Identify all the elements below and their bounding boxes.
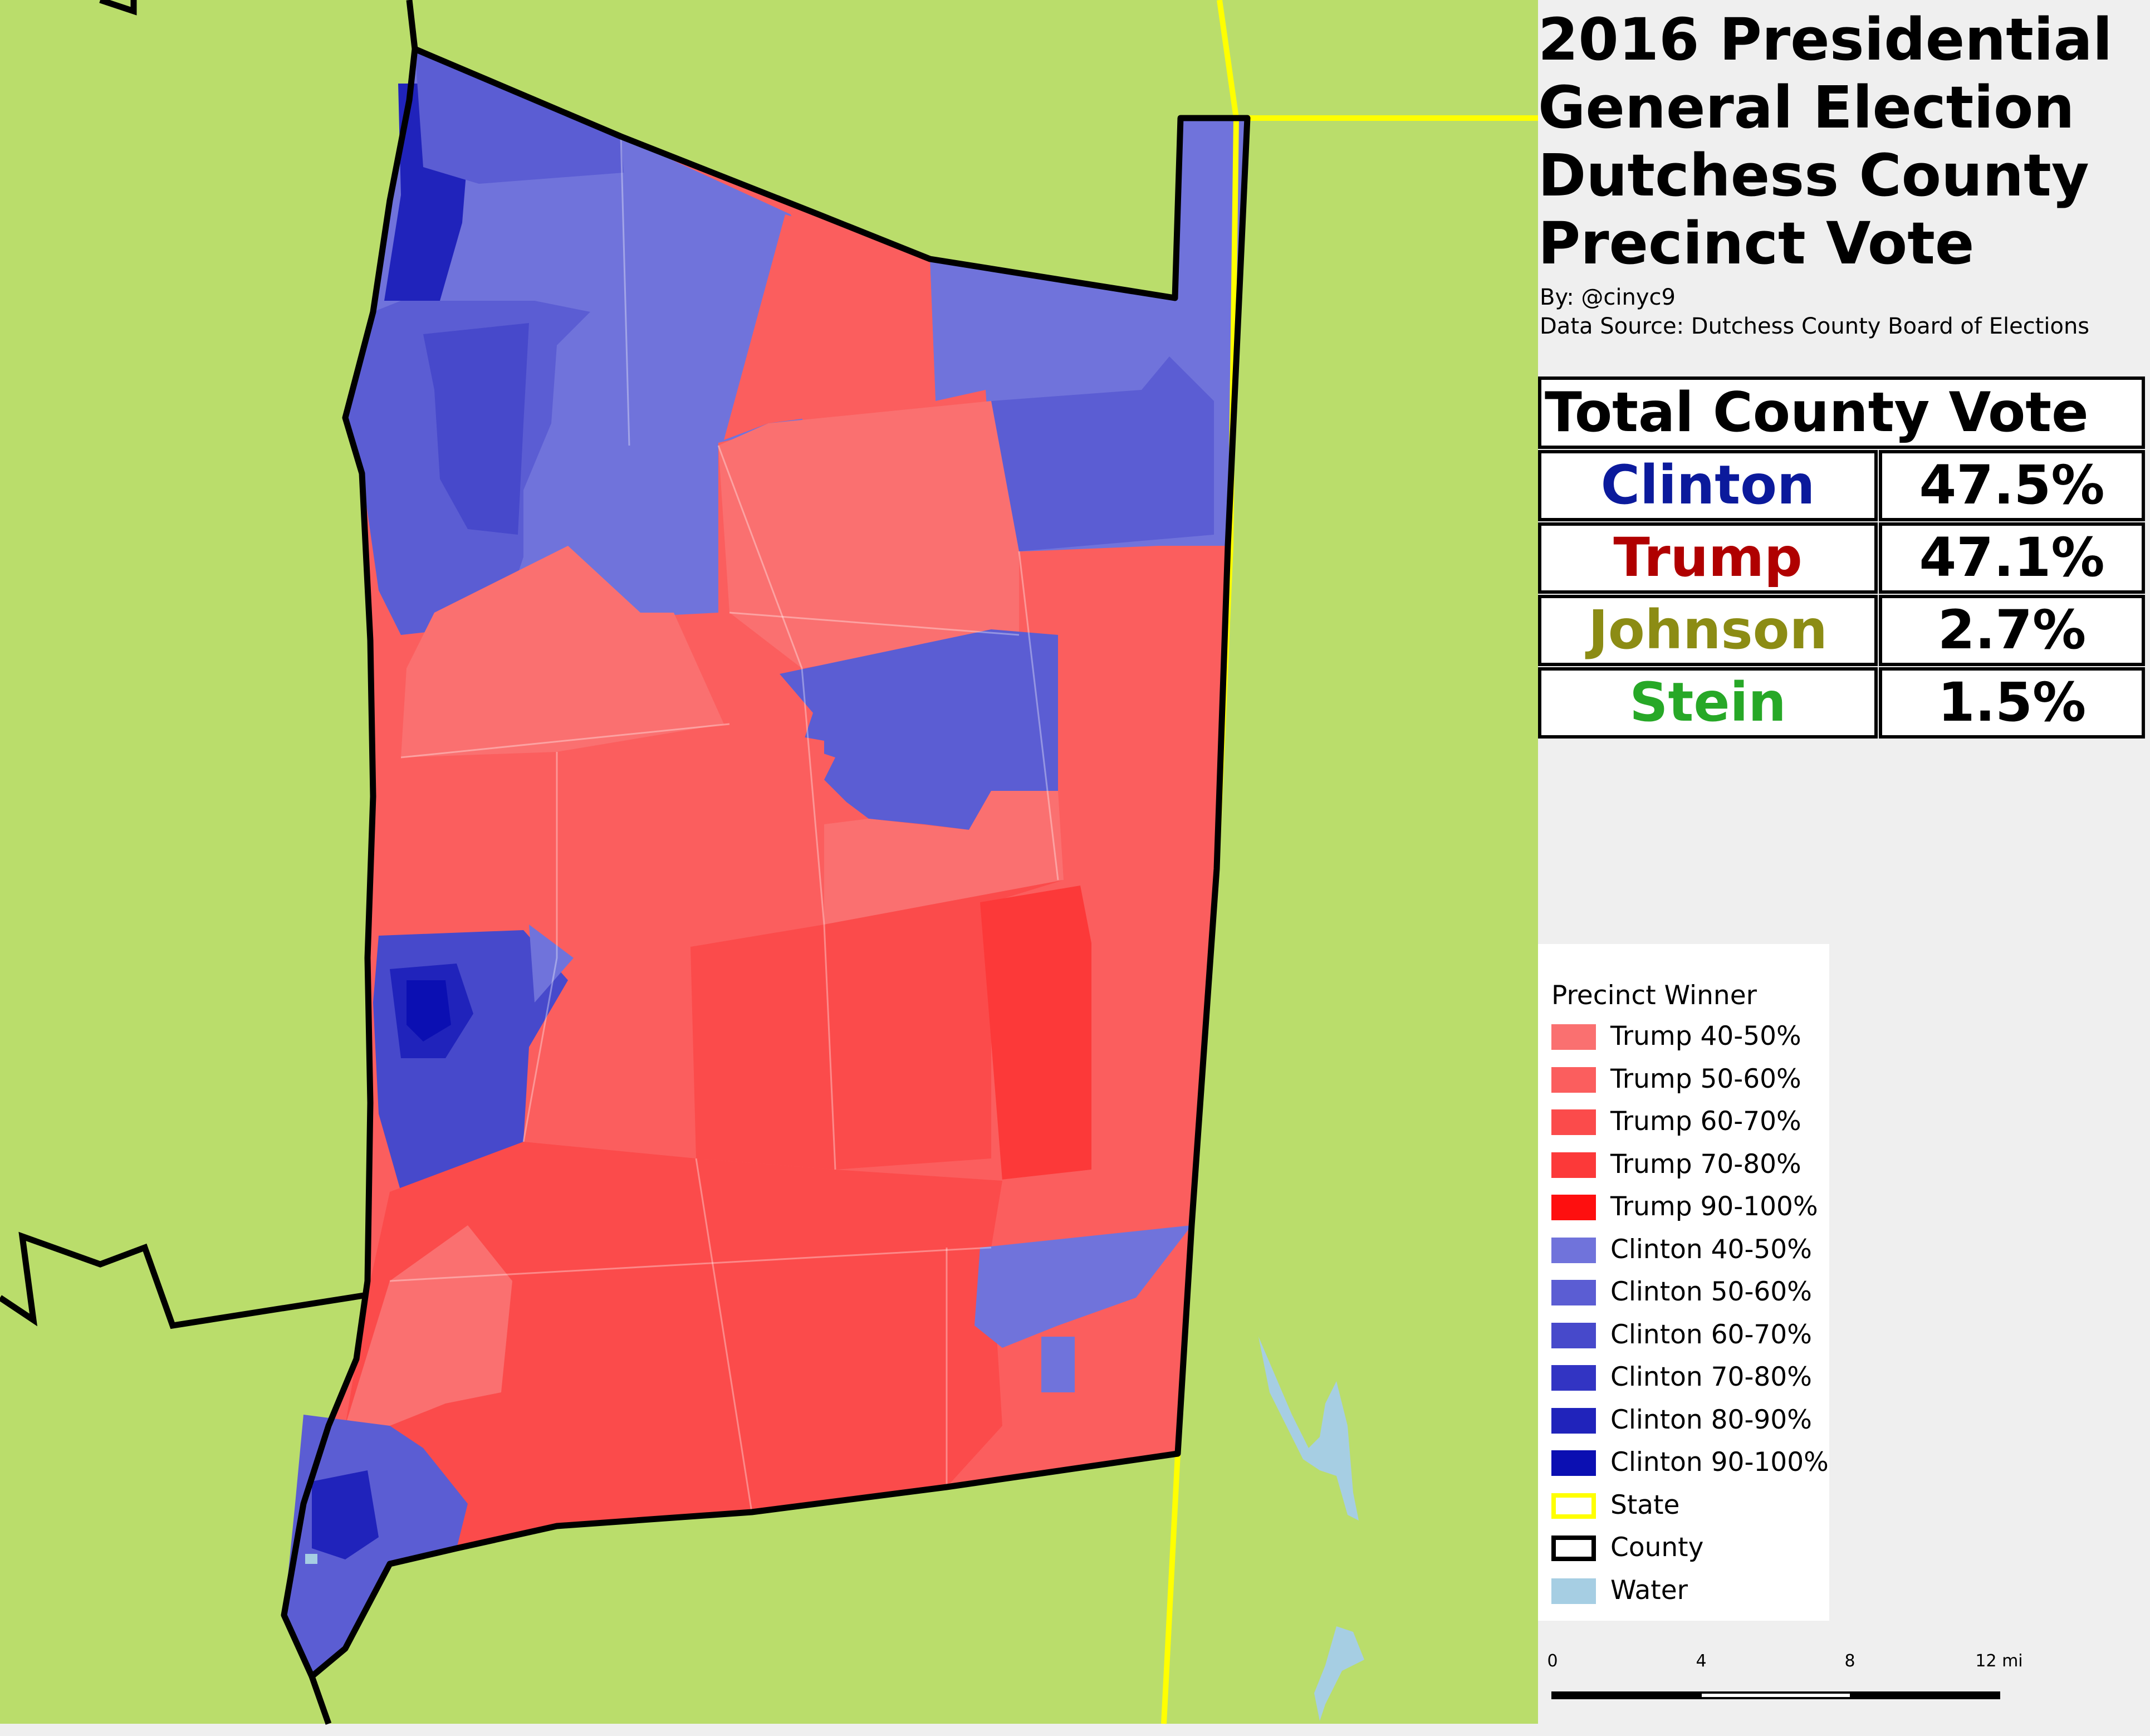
author-credit: By: @cinyc9	[1540, 285, 1676, 310]
county-boundary	[281, 46, 1251, 1680]
legend-label: Water	[1610, 1574, 1688, 1606]
county-line-corner	[99, 0, 137, 16]
scale-tick-12: 12 mi	[1975, 1651, 2023, 1671]
precinct-boundaries	[389, 136, 1059, 1513]
legend-swatch	[1551, 1280, 1596, 1305]
region-trump-south	[345, 1142, 1002, 1548]
scale-bar-graphic	[1551, 1691, 2000, 1699]
legend-swatch	[1551, 1450, 1596, 1476]
water-beacon	[305, 1554, 317, 1564]
legend-label: Trump 40-50%	[1610, 1021, 1801, 1052]
legend-label: Trump 90-100%	[1610, 1191, 1818, 1222]
legend-label: Clinton 60-70%	[1610, 1319, 1812, 1350]
county-line-north-west	[406, 0, 418, 50]
title-line-2: General Election	[1538, 74, 2075, 141]
candidate-name: Stein	[1538, 667, 1878, 739]
legend-swatch	[1551, 1578, 1596, 1604]
water-reservoir-south	[1314, 1626, 1364, 1721]
data-source: Data Source: Dutchess County Board of El…	[1540, 314, 2090, 339]
region-clinton-south-deep	[312, 1470, 379, 1559]
region-trump-west-mid	[390, 724, 824, 958]
legend-swatch	[1551, 1237, 1596, 1263]
region-clinton-hole	[780, 629, 1058, 830]
legend-title: Precinct Winner	[1551, 980, 1757, 1011]
region-trump-south-east	[991, 869, 1220, 1248]
map-title: 2016 Presidential General Election Dutch…	[1538, 6, 2139, 277]
region-clinton-southeast-small	[1041, 1337, 1075, 1392]
legend: Precinct Winner Trump 40-50% Trump 50-60%…	[1538, 944, 1829, 1621]
candidate-name: Clinton	[1538, 450, 1878, 521]
region-trump-center	[718, 401, 1019, 668]
region-trump-south-west	[345, 1225, 512, 1426]
legend-swatch	[1551, 1493, 1596, 1519]
candidate-name: Johnson	[1538, 595, 1878, 666]
scale-tick-4: 4	[1696, 1651, 1707, 1671]
region-trump-west	[401, 546, 724, 791]
county-line-south	[308, 1675, 332, 1725]
candidate-percent: 47.1%	[1879, 522, 2145, 594]
candidate-percent: 2.7%	[1879, 595, 2145, 666]
total-county-vote-table: Total County Vote Clinton 47.5% Trump 47…	[1538, 376, 2145, 739]
legend-label: Clinton 80-90%	[1610, 1404, 1812, 1435]
legend-swatch	[1551, 1322, 1596, 1348]
water-reservoir-east	[1258, 1337, 1359, 1520]
title-line-4: Precinct Vote	[1538, 209, 1975, 277]
legend-label: Trump 60-70%	[1610, 1106, 1801, 1137]
vote-row-trump: Trump 47.1%	[1538, 522, 2145, 594]
region-clinton-northeast-deep	[991, 356, 1214, 551]
legend-swatch	[1551, 1109, 1596, 1135]
region-trump-center-north	[724, 214, 936, 440]
scale-tick-8: 8	[1844, 1651, 1855, 1671]
byline: By: @cinyc9 Data Source: Dutchess County…	[1540, 283, 2089, 341]
legend-label: Clinton 90-100%	[1610, 1447, 1829, 1478]
candidate-percent: 1.5%	[1879, 667, 2145, 739]
scale-tick-0: 0	[1547, 1651, 1558, 1671]
scale-bar: 0 4 8 12 mi	[1542, 1651, 2099, 1701]
legend-label: Trump 70-80%	[1610, 1148, 1801, 1180]
region-clinton-upper	[415, 49, 624, 184]
vote-row-johnson: Johnson 2.7%	[1538, 595, 2145, 666]
candidate-percent: 47.5%	[1879, 450, 2145, 521]
region-trump-60-70-mid	[690, 880, 1064, 1170]
region-clinton-city-outer	[529, 925, 574, 1003]
legend-label: Trump 50-60%	[1610, 1063, 1801, 1094]
region-clinton-southeast	[974, 1225, 1192, 1348]
region-trump-east	[1019, 546, 1228, 880]
region-clinton-north-deep	[423, 323, 529, 535]
legend-swatch	[1551, 1365, 1596, 1391]
legend-swatch	[1551, 1152, 1596, 1178]
legend-label: State	[1610, 1489, 1680, 1520]
legend-swatch	[1551, 1024, 1596, 1050]
legend-label: Clinton 40-50%	[1610, 1234, 1812, 1265]
candidate-name: Trump	[1538, 522, 1878, 594]
vote-row-clinton: Clinton 47.5%	[1538, 450, 2145, 521]
region-trump-70-80-east	[980, 886, 1114, 1181]
legend-swatch	[1551, 1535, 1596, 1561]
vote-row-stein: Stein 1.5%	[1538, 667, 2145, 739]
region-clinton-city-deep	[407, 980, 451, 1041]
legend-swatch	[1551, 1067, 1596, 1093]
legend-swatch	[1551, 1407, 1596, 1434]
legend-label: Clinton 70-80%	[1610, 1362, 1812, 1392]
title-line-3: Dutchess County	[1538, 141, 2089, 209]
legend-label: County	[1610, 1532, 1704, 1563]
county-line-west	[0, 1231, 368, 1329]
total-county-vote-header: Total County Vote	[1538, 376, 2145, 449]
title-line-1: 2016 Presidential	[1538, 6, 2113, 74]
legend-label: Clinton 50-60%	[1610, 1277, 1812, 1307]
legend-swatch	[1551, 1195, 1596, 1220]
